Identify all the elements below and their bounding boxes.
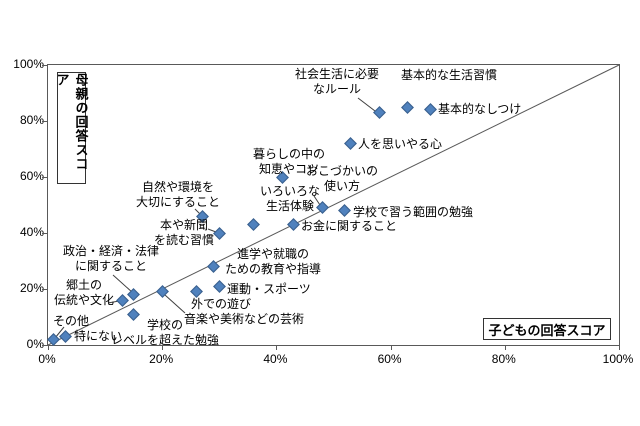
y-tick-label: 40%	[19, 225, 44, 239]
y-tick-mark	[42, 177, 47, 178]
point-label: 暮らしの中の 知恵やコツ	[252, 147, 325, 176]
y-tick-mark	[42, 345, 47, 346]
x-tick-mark	[390, 345, 392, 350]
point-label: 政治・経済・法律 に関すること	[62, 244, 159, 273]
y-tick-mark	[42, 289, 47, 290]
point-label: 進学や就職の ための教育や指導	[224, 247, 321, 276]
y-tick-label: 60%	[19, 169, 44, 183]
x-tick-mark	[48, 345, 49, 350]
point-label: 運動・スポーツ	[227, 282, 311, 296]
x-tick-label: 0%	[38, 352, 56, 366]
point-label: お金に関すること	[301, 219, 398, 233]
x-axis-title: 子どもの回答スコア	[488, 322, 606, 338]
point-label: 特にない	[74, 329, 123, 343]
point-label: 基本的なしつけ	[438, 102, 522, 116]
x-tick-label: 60%	[377, 352, 402, 366]
point-label: 外での遊び	[191, 297, 252, 311]
point-label: 自然や環境を 大切にすること	[135, 180, 221, 209]
x-tick-label: 100%	[602, 352, 634, 366]
label-connector-line	[357, 97, 376, 112]
diagonal-reference-line	[47, 64, 620, 346]
y-tick-mark	[42, 233, 47, 234]
point-label: 人を思いやる心	[358, 137, 443, 151]
point-label: 社会生活に必要 なルール	[294, 67, 379, 96]
point-label: 本や新聞 を読む習慣	[153, 218, 214, 247]
plot-area: 基本的な生活習慣基本的なしつけ 社会生活に必要 なルール人を思いやる心暮らしの中の知…	[42, 64, 620, 350]
x-tick-label: 80%	[491, 352, 516, 366]
point-label: 学校の レベルを超えた勉強	[110, 318, 219, 347]
y-tick-label: 80%	[19, 113, 44, 127]
point-label: 郷土の 伝統や文化	[53, 278, 114, 307]
y-axis-title-box: 母親の回答スコア	[55, 72, 89, 184]
y-tick-mark	[42, 65, 47, 66]
point-label: 学校で習う範囲の勉強	[353, 205, 474, 219]
point-label: 基本的な生活習慣	[401, 68, 498, 82]
y-tick-label: 20%	[19, 281, 44, 295]
x-tick-mark	[504, 345, 506, 350]
x-tick-mark	[162, 345, 164, 350]
y-tick-label: 0%	[26, 337, 44, 351]
x-tick-mark	[619, 345, 620, 350]
y-tick-mark	[42, 121, 47, 122]
point-label: 音楽や美術などの芸術	[184, 312, 305, 326]
x-tick-label: 40%	[263, 352, 288, 366]
point-label: その他	[53, 314, 90, 328]
y-axis-title: 母親の回答スコア	[54, 73, 89, 171]
x-tick-label: 20%	[149, 352, 174, 366]
point-label: おこづかいの 使い方	[305, 164, 378, 193]
y-axis-tick-labels: 100% 80% 60% 40% 20% 0%	[0, 0, 44, 426]
x-axis-title-box: 子どもの回答スコア	[483, 318, 611, 340]
y-tick-label: 100%	[13, 57, 44, 71]
label-connector-line	[164, 294, 186, 314]
point-label: いろいろな 生活体験	[259, 184, 320, 213]
x-tick-mark	[276, 345, 278, 350]
